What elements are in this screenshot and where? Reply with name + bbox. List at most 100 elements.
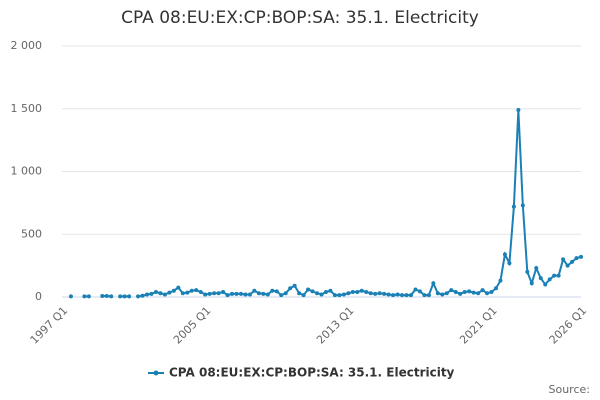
- point: [516, 108, 521, 113]
- point: [368, 291, 373, 296]
- point: [449, 288, 454, 293]
- line: [84, 109, 582, 298]
- point: [444, 291, 449, 296]
- point: [247, 292, 252, 297]
- point: [274, 289, 279, 294]
- point: [100, 293, 105, 298]
- y-tick-label: 1 000: [11, 165, 43, 178]
- point: [525, 269, 530, 274]
- point: [520, 203, 525, 208]
- x-tick-label: 2021 Q1: [457, 304, 500, 347]
- point: [140, 293, 145, 298]
- point: [153, 289, 158, 294]
- legend-label: CPA 08:EU:EX:CP:BOP:SA: 35.1. Electricit…: [169, 366, 455, 380]
- point: [422, 293, 427, 298]
- point: [292, 283, 297, 288]
- point: [238, 291, 243, 296]
- point: [109, 294, 114, 299]
- point: [408, 293, 413, 298]
- point: [328, 288, 333, 293]
- point: [306, 287, 311, 292]
- point: [104, 293, 109, 298]
- point: [337, 293, 342, 298]
- point: [283, 291, 288, 296]
- point: [364, 289, 369, 294]
- point: [565, 263, 570, 268]
- point: [467, 289, 472, 294]
- point: [332, 293, 337, 298]
- point: [176, 285, 181, 290]
- point: [158, 291, 163, 296]
- point: [355, 289, 360, 294]
- point: [502, 252, 507, 257]
- point: [216, 291, 221, 296]
- point: [288, 286, 293, 291]
- point: [507, 261, 512, 266]
- point: [261, 291, 266, 296]
- point: [493, 286, 498, 291]
- point: [543, 282, 548, 287]
- point: [377, 291, 382, 296]
- point: [538, 276, 543, 281]
- point: [359, 288, 364, 293]
- y-tick-label: 1 500: [11, 102, 43, 115]
- point: [480, 288, 485, 293]
- point: [122, 294, 127, 299]
- point: [413, 287, 418, 292]
- point: [252, 288, 257, 293]
- point: [561, 257, 566, 262]
- point: [180, 291, 185, 296]
- legend-symbol: [153, 370, 159, 376]
- point: [395, 292, 400, 297]
- point: [270, 288, 275, 293]
- point: [279, 293, 284, 298]
- x-tick-label: 2026 Q1: [547, 304, 590, 347]
- point: [297, 291, 302, 296]
- point: [579, 254, 583, 259]
- point: [145, 292, 150, 297]
- point: [426, 293, 431, 298]
- point: [498, 278, 503, 283]
- point: [310, 289, 315, 294]
- point: [315, 291, 320, 296]
- point: [171, 288, 176, 293]
- source: Source:: [549, 383, 591, 396]
- point: [462, 289, 467, 294]
- point: [511, 204, 516, 209]
- point: [162, 292, 167, 297]
- point: [234, 291, 239, 296]
- point: [431, 281, 436, 286]
- point: [391, 293, 396, 298]
- point: [194, 288, 199, 293]
- point: [149, 291, 154, 296]
- point: [440, 292, 445, 297]
- point: [323, 289, 328, 294]
- point: [435, 291, 440, 296]
- point: [207, 291, 212, 296]
- point: [485, 291, 490, 296]
- point: [301, 293, 306, 298]
- point: [225, 293, 230, 298]
- point: [118, 294, 123, 299]
- point: [350, 289, 355, 294]
- point: [373, 291, 378, 296]
- point: [476, 291, 481, 296]
- point: [382, 291, 387, 296]
- point: [458, 291, 463, 296]
- point: [570, 259, 575, 264]
- point: [489, 289, 494, 294]
- chart-title: CPA 08:EU:EX:CP:BOP:SA: 35.1. Electricit…: [121, 8, 479, 28]
- y-tick-label: 0: [35, 290, 42, 303]
- point: [86, 294, 91, 299]
- point: [136, 294, 141, 299]
- point: [189, 288, 194, 293]
- y-tick-label: 500: [21, 227, 42, 240]
- point: [127, 294, 132, 299]
- point: [400, 293, 405, 298]
- point: [386, 292, 391, 297]
- point: [319, 292, 324, 297]
- y-tick-label: 2 000: [11, 39, 43, 52]
- point: [212, 291, 217, 296]
- point: [82, 294, 87, 299]
